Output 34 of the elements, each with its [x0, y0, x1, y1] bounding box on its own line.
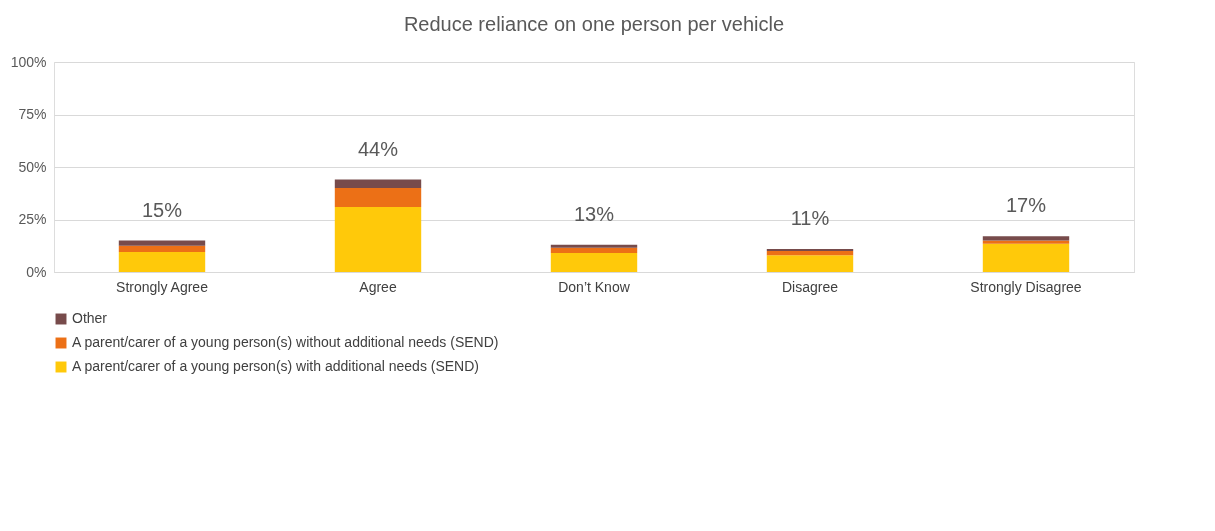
bar — [118, 240, 206, 246]
bar — [766, 248, 854, 251]
total-label: 13% — [573, 202, 615, 225]
total-label: 17% — [1005, 194, 1047, 217]
total-label: 15% — [141, 198, 183, 221]
x-tick-label: Disagree — [781, 278, 839, 295]
bar — [118, 252, 206, 272]
bar — [982, 236, 1070, 241]
y-tick-label: 100% — [10, 53, 47, 70]
bar — [334, 179, 422, 188]
chart-title: Reduce reliance on one person per vehicle — [403, 13, 785, 35]
x-tick-label: Strongly Disagree — [970, 278, 1082, 295]
bar — [334, 206, 422, 272]
x-tick-label: Don’t Know — [558, 278, 631, 295]
y-tick-label: 25% — [18, 211, 47, 227]
legend-label: A parent/carer of a young person(s) without additional needs (SEND) — [72, 334, 499, 350]
bar — [982, 243, 1070, 272]
y-tick-label: 75% — [18, 106, 47, 122]
bar — [550, 253, 638, 272]
bar — [766, 255, 854, 272]
y-tick-label: 50% — [18, 158, 47, 175]
bar — [550, 247, 638, 254]
x-tick-label: Strongly Agree — [116, 278, 209, 295]
y-tick-label: 0% — [26, 263, 47, 280]
legend-label: Other — [72, 310, 108, 326]
bar — [766, 251, 854, 256]
legend-label: A parent/carer of a young person(s) with additional needs (SEND) — [72, 358, 479, 374]
bar — [118, 245, 206, 253]
total-label: 44% — [357, 137, 399, 160]
bar — [550, 244, 638, 248]
total-label: 11% — [790, 206, 830, 229]
x-tick-label: Agree — [359, 278, 397, 295]
bar — [334, 188, 422, 207]
bar — [982, 240, 1070, 244]
